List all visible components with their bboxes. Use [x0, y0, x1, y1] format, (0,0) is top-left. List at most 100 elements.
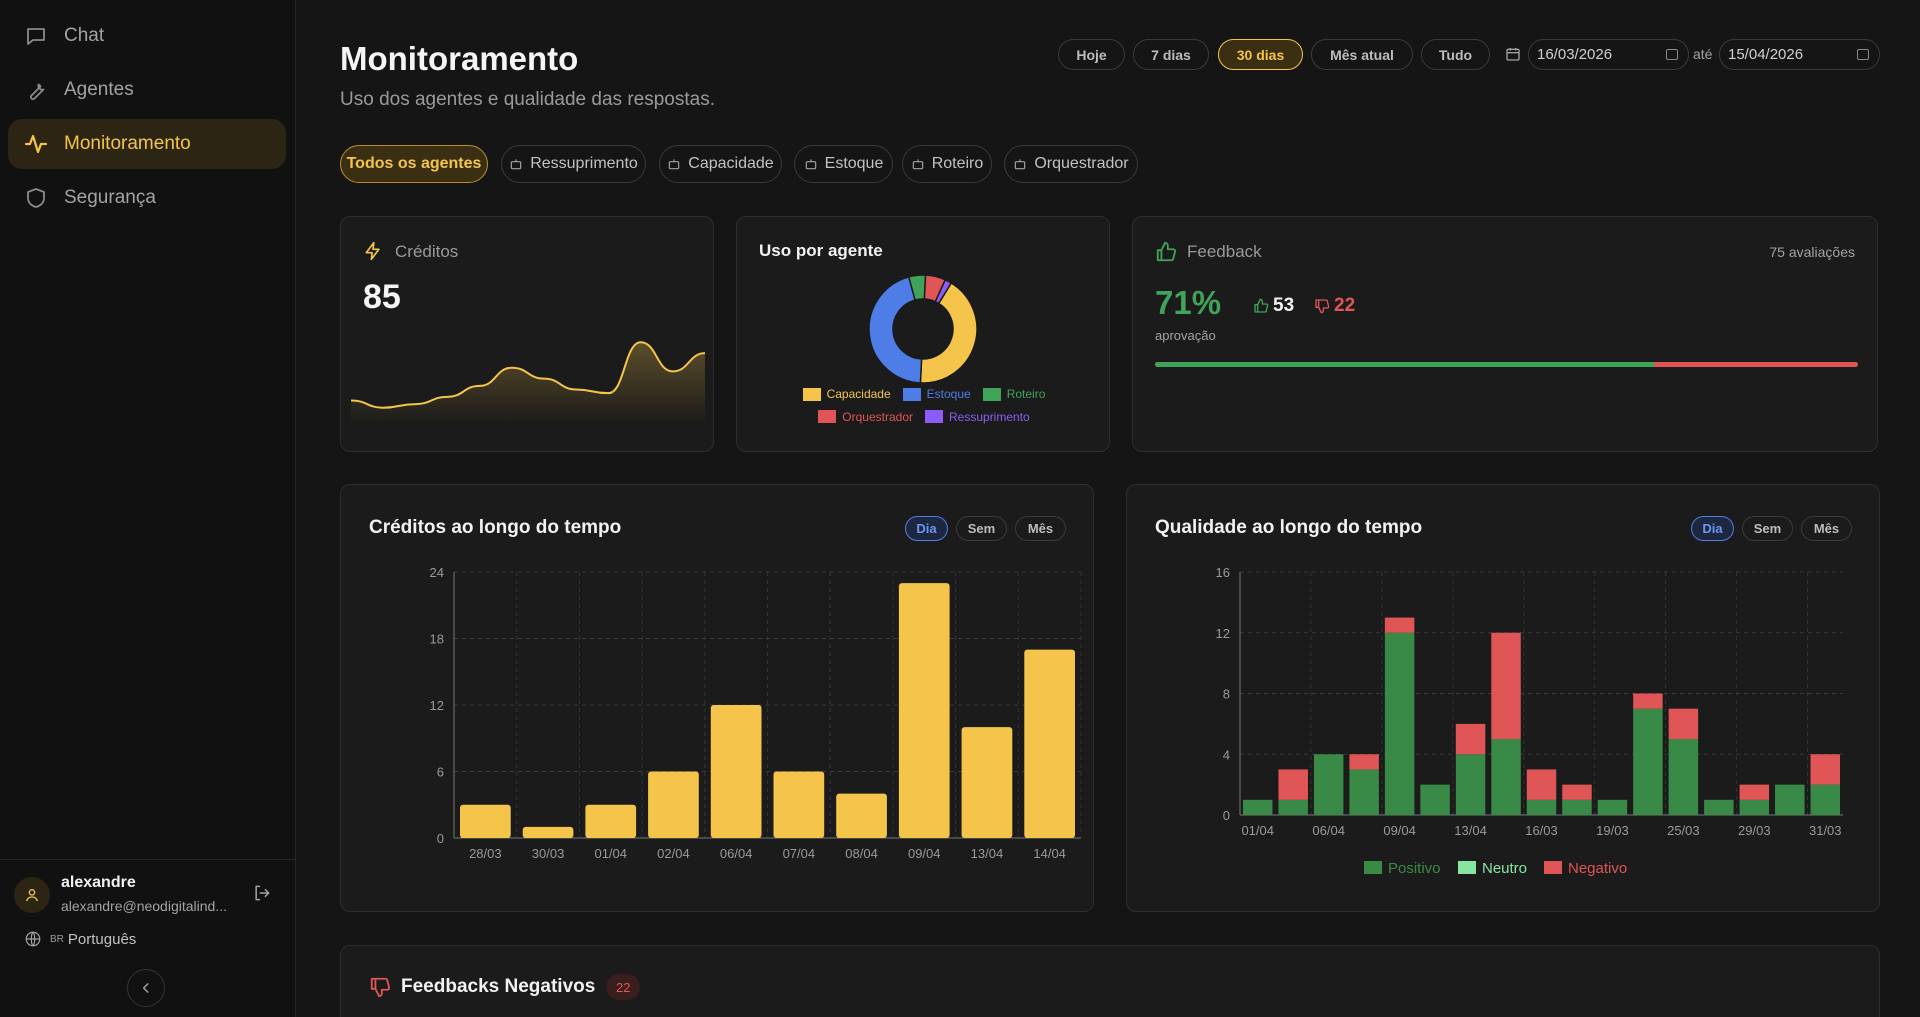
granularity-mes[interactable]: Mês [1801, 516, 1852, 541]
thumbs-up-icon [1254, 298, 1269, 313]
agent-filter-label: Estoque [824, 155, 884, 172]
approval-label: aprovação [1155, 328, 1216, 343]
sidebar-item-agentes[interactable]: Agentes [8, 65, 286, 115]
usage-legend: Capacidade Estoque Roteiro Orquestrador Ress… [757, 384, 1091, 429]
date-picker-icon[interactable] [1666, 49, 1678, 60]
agent-filter-label: Todos os agentes [346, 155, 482, 172]
language-selector[interactable]: BR Português [24, 930, 136, 948]
approval-percent: 71% [1155, 284, 1222, 321]
y-tick-label: 6 [437, 765, 444, 780]
quality-bar-negativo [1562, 784, 1592, 800]
range-hoje[interactable]: Hoje [1058, 39, 1125, 70]
sidebar-item-monitoramento[interactable]: Monitoramento [8, 119, 286, 169]
legend-label: Estoque [926, 387, 971, 401]
quality-bar-positivo [1633, 708, 1663, 815]
logout-button[interactable] [252, 883, 272, 908]
lightning-icon [365, 241, 380, 261]
x-tick-label: 30/03 [532, 846, 565, 861]
legend-swatch [818, 410, 837, 423]
donut-slice-capacidade [919, 281, 978, 384]
sidebar-item-label: Agentes [64, 79, 134, 100]
credits-bar [898, 583, 950, 838]
x-tick-label: 16/03 [1525, 823, 1558, 838]
user-block: alexandre alexandre@neodigitalind... BR … [0, 859, 296, 1017]
date-to-input[interactable]: 15/04/2026 [1719, 39, 1880, 70]
usage-donut-chart [868, 274, 978, 384]
legend-item: Orquestrador [818, 407, 913, 427]
legend-swatch [982, 387, 1001, 401]
page-title: Monitoramento [340, 40, 579, 77]
range-tudo[interactable]: Tudo [1421, 39, 1490, 70]
quality-bar-negativo [1349, 754, 1379, 770]
quality-chart-title: Qualidade ao longo do tempo [1155, 517, 1423, 538]
quality-bar-positivo [1384, 632, 1415, 815]
quality-bar-positivo [1562, 799, 1592, 815]
agent-filter-ressuprimento[interactable]: Ressuprimento [501, 145, 646, 183]
quality-bar-positivo [1704, 799, 1734, 815]
feedback-label: Feedback [1187, 242, 1262, 261]
x-tick-label: 14/04 [1033, 846, 1066, 861]
x-tick-label: 08/04 [845, 846, 878, 861]
user-icon [26, 889, 38, 902]
granularity-sem[interactable]: Sem [956, 516, 1007, 541]
thumbs-up-icon [1156, 241, 1177, 262]
activity-icon [24, 134, 48, 154]
x-tick-label: 29/03 [1738, 823, 1771, 838]
quality-bar-positivo [1668, 739, 1699, 815]
x-tick-label: 06/04 [720, 846, 753, 861]
quality-bar-positivo [1349, 769, 1379, 815]
granularity-dia[interactable]: Dia [1691, 516, 1734, 541]
chevron-left-icon [142, 983, 149, 993]
page-subtitle: Uso dos agentes e qualidade das resposta… [340, 89, 715, 110]
legend-label: Orquestrador [842, 409, 913, 424]
x-tick-label: 01/04 [594, 846, 627, 861]
quality-bar-positivo [1243, 799, 1273, 815]
collapse-sidebar-button[interactable] [127, 969, 165, 1007]
granularity-dia[interactable]: Dia [905, 516, 948, 541]
range-7-dias[interactable]: 7 dias [1133, 39, 1209, 70]
y-tick-label: 24 [430, 565, 444, 580]
sidebar-item-seguranca[interactable]: Segurança [8, 173, 286, 223]
wrench-icon [30, 83, 45, 100]
legend-swatch [902, 387, 921, 401]
x-tick-label: 01/04 [1241, 823, 1274, 838]
granularity-sem[interactable]: Sem [1742, 516, 1793, 541]
sidebar-item-label: Chat [64, 25, 105, 46]
y-tick-label: 12 [430, 698, 444, 713]
x-tick-label: 09/04 [908, 846, 941, 861]
quality-bar-negativo [1455, 723, 1486, 755]
negative-feedback-title: Feedbacks Negativos [401, 976, 596, 997]
x-tick-label: 13/04 [1454, 823, 1487, 838]
agent-filter-label: Orquestrador [1034, 155, 1129, 172]
range-mes-atual[interactable]: Mês atual [1311, 39, 1413, 70]
legend-label: Neutro [1482, 860, 1527, 877]
avatar[interactable] [14, 877, 50, 913]
usage-card: Uso por agente Capacidade Estoque Roteiro O… [736, 216, 1110, 452]
quality-bar-positivo [1739, 799, 1770, 815]
credits-sparkline [351, 341, 705, 425]
feedback-card: Feedback 75 avaliações 71% aprovação 53 … [1132, 216, 1878, 452]
quality-chart-card: Qualidade ao longo do tempo Dia Sem Mês … [1126, 484, 1880, 912]
globe-icon [25, 931, 41, 947]
granularity-mes[interactable]: Mês [1015, 516, 1066, 541]
range-30-dias[interactable]: 30 dias [1218, 39, 1303, 70]
negative-count-badge: 22 [606, 974, 641, 1000]
agent-filter-todos[interactable]: Todos os agentes [340, 145, 488, 183]
quality-bar-negativo [1491, 632, 1521, 740]
credits-bar [460, 804, 511, 838]
sidebar-item-label: Segurança [64, 187, 156, 208]
agent-filter-estoque[interactable]: Estoque [794, 145, 893, 183]
shield-icon [27, 188, 45, 208]
agent-filter-label: Roteiro [931, 155, 984, 172]
sidebar-item-chat[interactable]: Chat [8, 11, 286, 61]
y-tick-label: 18 [430, 632, 444, 647]
feedback-count: 75 avaliações [1769, 244, 1855, 260]
quality-bar-positivo [1420, 784, 1450, 815]
quality-bar-negativo [1278, 769, 1308, 800]
credits-bar [648, 771, 699, 838]
date-picker-icon[interactable] [1857, 49, 1869, 60]
agent-filter-orquestrador[interactable]: Orquestrador [1004, 145, 1138, 183]
agent-filter-roteiro[interactable]: Roteiro [902, 145, 992, 183]
date-from-input[interactable]: 16/03/2026 [1528, 39, 1689, 70]
agent-filter-capacidade[interactable]: Capacidade [659, 145, 782, 183]
